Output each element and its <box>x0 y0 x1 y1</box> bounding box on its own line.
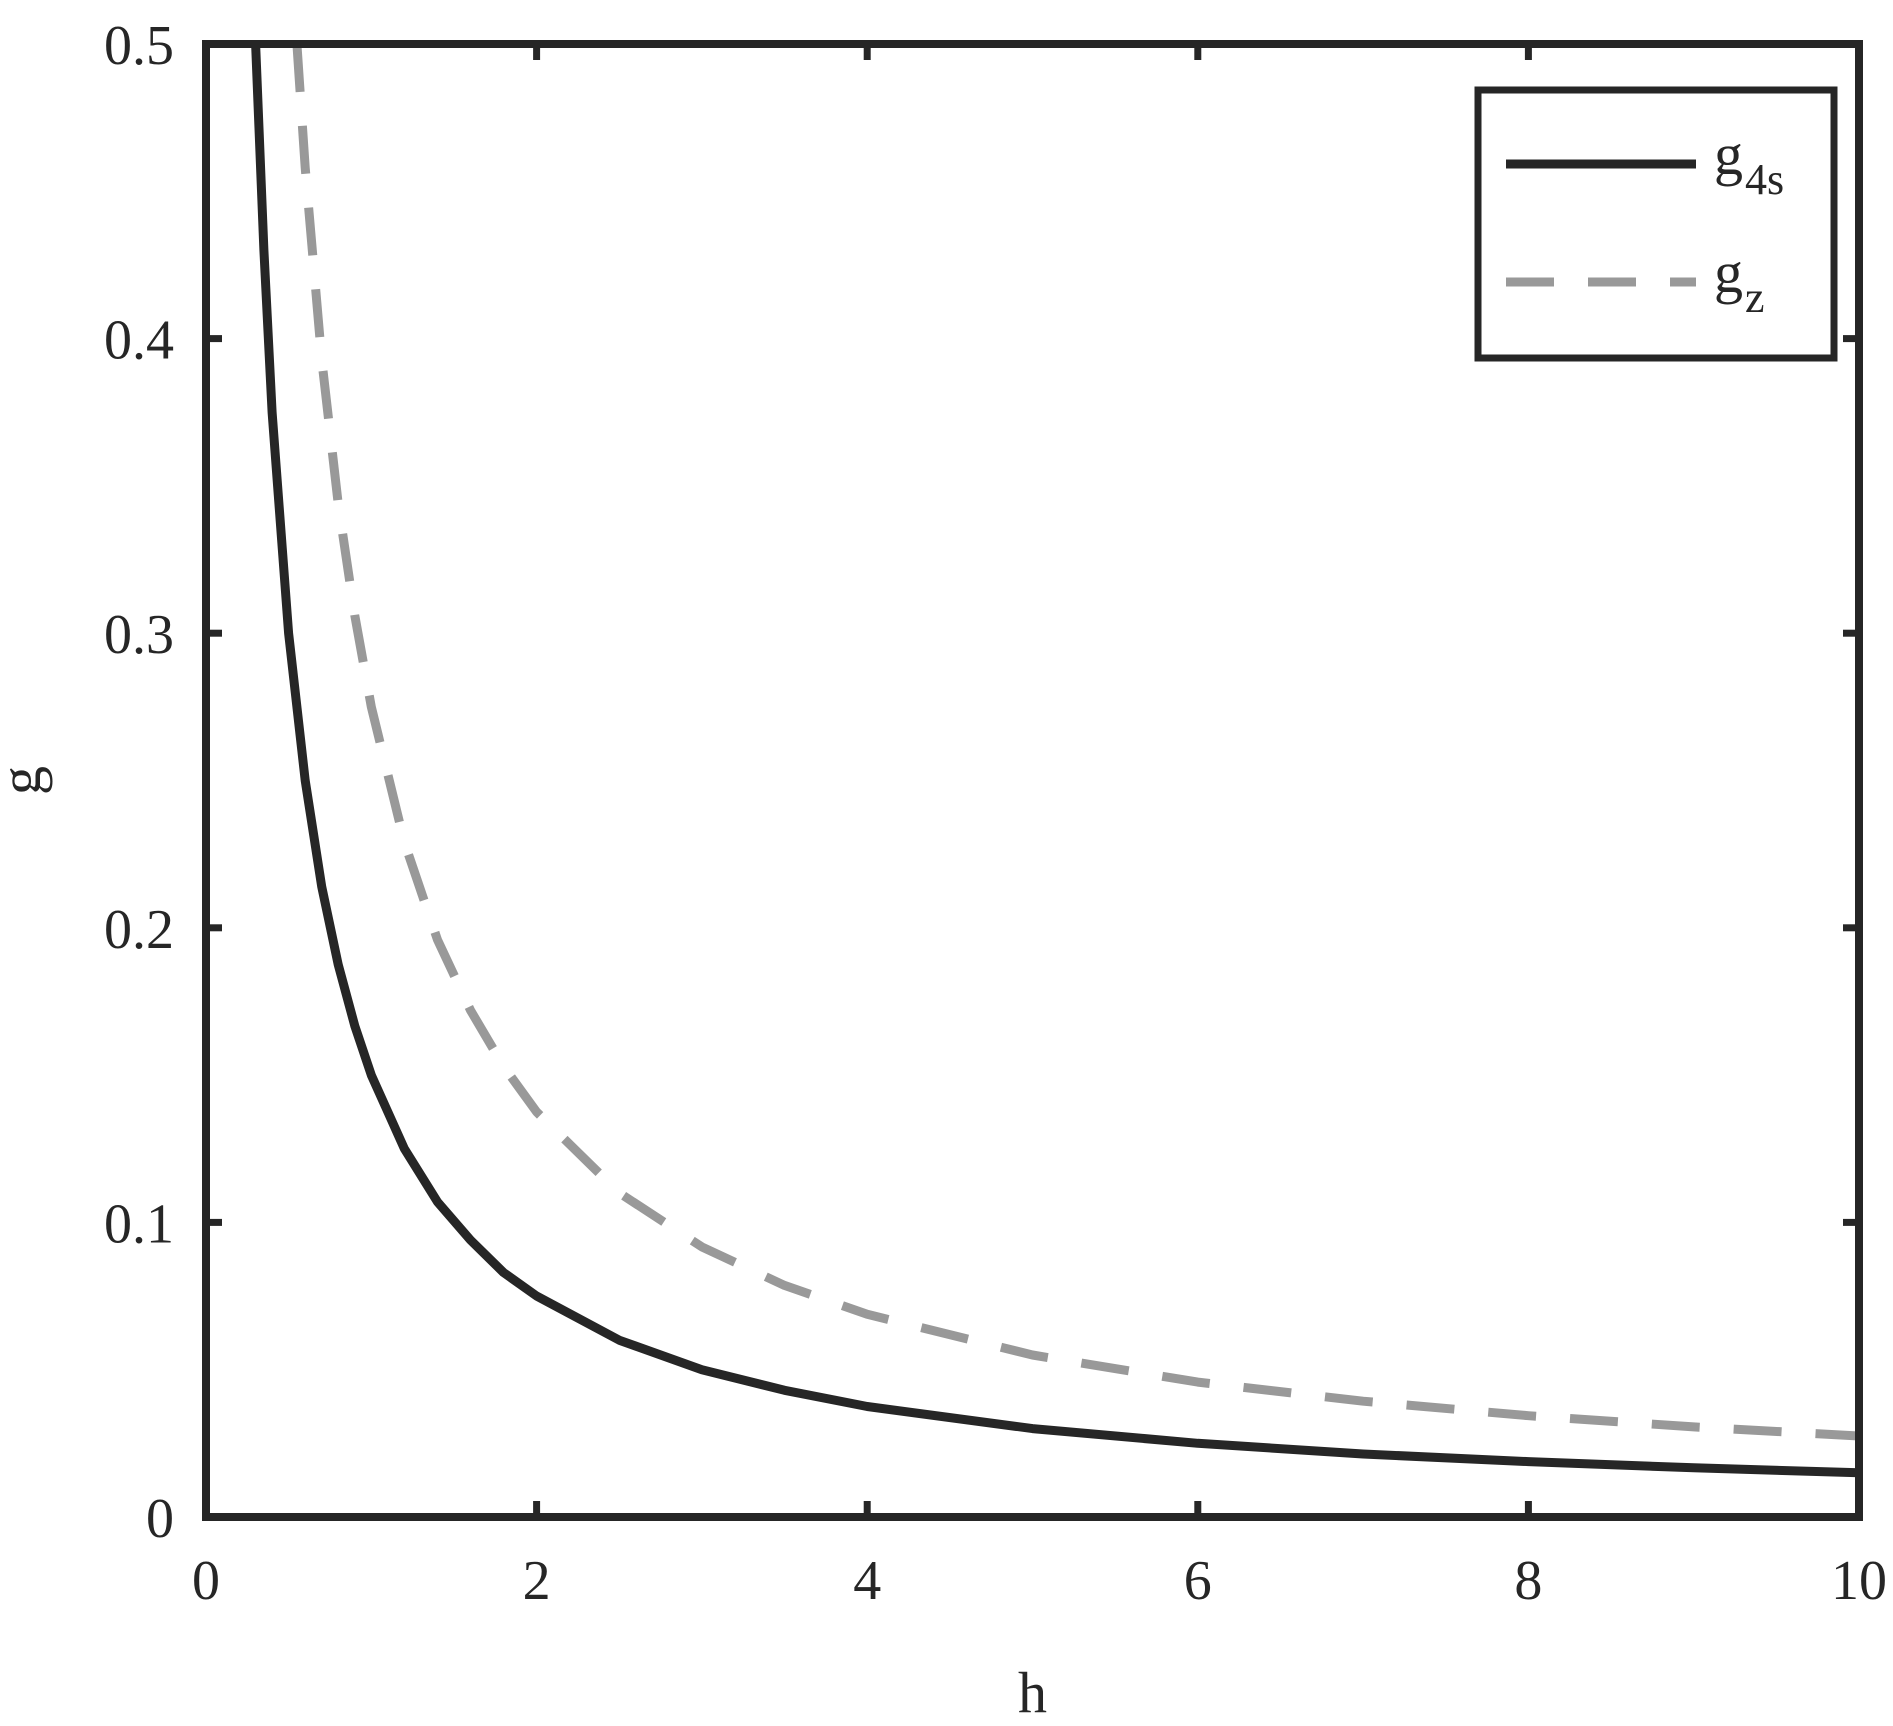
y-tick-label: 0.3 <box>104 604 174 666</box>
legend-label-gz: gz <box>1714 240 1765 322</box>
legend-label-subscript: 4s <box>1745 155 1784 204</box>
legend-label-base: g <box>1714 122 1743 187</box>
legend-box <box>1474 86 1838 362</box>
x-tick-label: 6 <box>1184 1550 1212 1612</box>
x-tick-label: 4 <box>853 1550 881 1612</box>
series-line-gz <box>292 44 1859 1441</box>
axis-tick-labels: 0 2 4 6 8 10 0 0.1 0.2 0.3 0.4 0.5 <box>104 15 1887 1612</box>
x-tick-label: 2 <box>523 1550 551 1612</box>
legend-label-subscript: z <box>1745 273 1765 322</box>
x-tick-label: 10 <box>1831 1550 1887 1612</box>
plot-area-frame <box>202 40 1863 1521</box>
y-tick-label: 0.4 <box>104 310 174 372</box>
y-tick-label: 0.5 <box>104 15 174 77</box>
x-tick-label: 8 <box>1514 1550 1542 1612</box>
x-tick-label: 0 <box>192 1550 220 1612</box>
legend-label-base: g <box>1714 240 1743 305</box>
legend-label-g4s: g4s <box>1714 122 1784 204</box>
series-line-g4s <box>251 44 1859 1478</box>
data-series <box>251 44 1859 1478</box>
y-tick-label: 0.1 <box>104 1193 174 1255</box>
y-tick-label: 0 <box>146 1488 174 1550</box>
y-axis-label: g <box>0 766 53 795</box>
y-tick-label: 0.2 <box>104 899 174 961</box>
x-axis-label: h <box>1018 1660 1047 1721</box>
